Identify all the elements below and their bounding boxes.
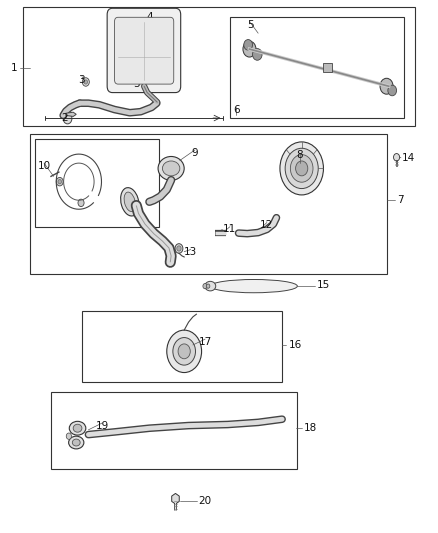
Ellipse shape (162, 161, 180, 176)
FancyBboxPatch shape (115, 17, 174, 84)
Text: 2: 2 (61, 113, 68, 123)
Circle shape (66, 433, 71, 439)
Text: 17: 17 (198, 337, 212, 347)
Circle shape (285, 148, 318, 189)
Text: 3: 3 (78, 75, 85, 85)
Ellipse shape (124, 192, 135, 212)
Circle shape (82, 78, 89, 86)
Text: 5: 5 (247, 20, 254, 30)
Bar (82, 311, 282, 382)
Circle shape (280, 142, 323, 195)
Text: 8: 8 (296, 150, 303, 160)
Text: 10: 10 (38, 161, 51, 171)
Text: 3: 3 (133, 78, 140, 88)
Circle shape (58, 180, 61, 184)
Circle shape (380, 78, 393, 94)
Circle shape (177, 246, 181, 251)
Circle shape (133, 37, 155, 64)
Ellipse shape (69, 421, 86, 435)
Circle shape (63, 114, 72, 124)
Circle shape (78, 199, 84, 207)
Ellipse shape (120, 188, 139, 216)
Circle shape (178, 344, 190, 359)
Circle shape (173, 337, 195, 365)
Polygon shape (172, 494, 179, 504)
Bar (23, 7, 415, 126)
Text: 14: 14 (402, 153, 415, 163)
Circle shape (244, 39, 253, 50)
Text: 16: 16 (289, 340, 302, 350)
Circle shape (220, 230, 224, 235)
Circle shape (134, 80, 141, 89)
Ellipse shape (158, 157, 184, 180)
Circle shape (175, 244, 183, 253)
Text: 18: 18 (304, 423, 317, 433)
Ellipse shape (72, 439, 80, 446)
FancyBboxPatch shape (107, 9, 181, 93)
Circle shape (253, 49, 262, 60)
Bar (51, 392, 297, 469)
Text: 9: 9 (192, 148, 198, 158)
Circle shape (393, 154, 399, 161)
Circle shape (206, 284, 210, 288)
Ellipse shape (210, 279, 297, 293)
Ellipse shape (69, 436, 84, 449)
Text: 12: 12 (260, 220, 273, 230)
Circle shape (135, 83, 139, 87)
Bar (230, 17, 404, 118)
Bar (323, 63, 332, 72)
Text: 11: 11 (223, 224, 237, 235)
Text: 19: 19 (96, 421, 109, 431)
Circle shape (127, 29, 162, 72)
Circle shape (167, 330, 201, 373)
Text: 20: 20 (198, 496, 211, 506)
Circle shape (56, 177, 63, 186)
Text: 15: 15 (317, 280, 330, 290)
Bar (35, 139, 159, 227)
Circle shape (84, 80, 88, 84)
Text: 6: 6 (233, 105, 240, 115)
Circle shape (138, 44, 150, 58)
Text: 13: 13 (184, 247, 198, 257)
Text: 4: 4 (146, 12, 153, 22)
Ellipse shape (73, 424, 82, 432)
Circle shape (243, 41, 256, 57)
Text: 7: 7 (397, 195, 404, 205)
Circle shape (290, 155, 313, 182)
Bar (30, 134, 387, 274)
Polygon shape (66, 112, 76, 116)
Circle shape (388, 85, 396, 96)
Ellipse shape (205, 281, 216, 291)
Circle shape (203, 284, 207, 289)
Circle shape (296, 161, 308, 176)
Text: 1: 1 (11, 63, 18, 72)
